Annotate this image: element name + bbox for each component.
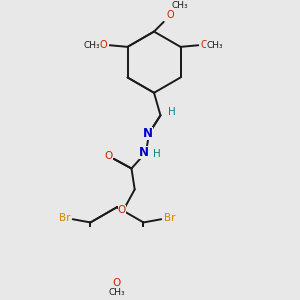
Text: O: O (105, 151, 113, 160)
Text: CH₃: CH₃ (206, 41, 223, 50)
Text: O: O (166, 11, 174, 20)
Text: Br: Br (59, 213, 70, 223)
Text: CH₃: CH₃ (172, 1, 188, 10)
Text: CH₃: CH₃ (84, 41, 100, 50)
Text: N: N (142, 127, 153, 140)
Text: O: O (201, 40, 208, 50)
Text: Br: Br (164, 213, 175, 223)
Text: O: O (100, 40, 107, 50)
Text: H: H (153, 149, 161, 159)
Text: H: H (168, 107, 176, 117)
Text: CH₃: CH₃ (109, 288, 125, 297)
Text: N: N (140, 146, 149, 159)
Text: O: O (113, 278, 121, 288)
Text: O: O (118, 206, 126, 215)
